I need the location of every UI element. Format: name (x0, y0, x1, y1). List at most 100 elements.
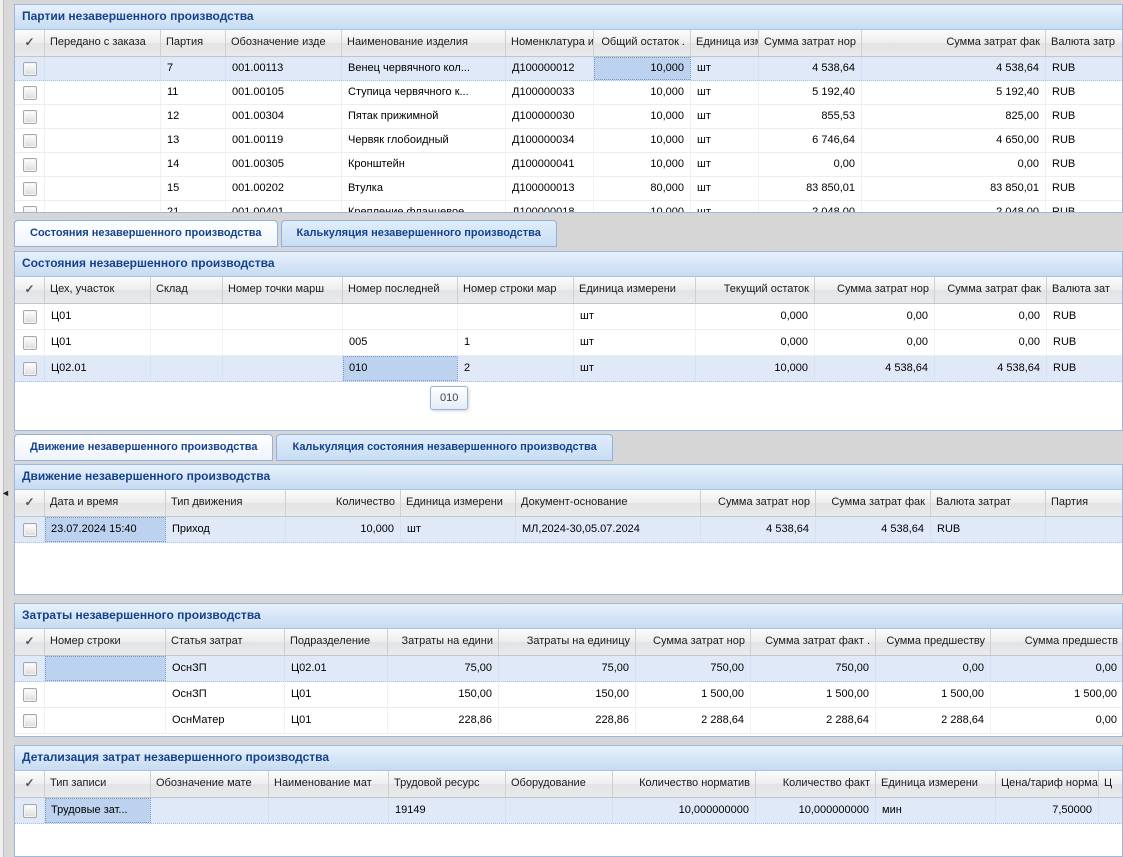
grid-cell[interactable]: RUB (1046, 81, 1122, 104)
select-all-column-header[interactable]: ✓ (15, 277, 45, 303)
grid-cell[interactable] (45, 153, 161, 176)
grid-cell[interactable] (223, 330, 343, 355)
grid-row[interactable]: 23.07.2024 15:40 Приход 10,000 шт МЛ,2024-30… (15, 517, 1122, 543)
column-header[interactable]: Сумма затрат фак (862, 30, 1046, 56)
grid-cell[interactable]: 5 192,40 (862, 81, 1046, 104)
column-header[interactable]: Номер точки марш (223, 277, 343, 303)
column-header[interactable]: Оборудование (506, 771, 613, 797)
grid-cell[interactable]: Ц01 (45, 304, 151, 329)
grid-cell[interactable]: 150,00 (388, 682, 499, 707)
column-header[interactable]: Затраты на едини (388, 629, 499, 655)
grid-cell[interactable]: 001.00305 (226, 153, 342, 176)
grid-cell[interactable]: Д100000041 (506, 153, 594, 176)
column-header[interactable]: Трудовой ресурс (389, 771, 506, 797)
grid-cell[interactable]: 228,86 (499, 708, 636, 733)
left-splitter[interactable]: ◄ (0, 0, 13, 857)
column-header[interactable]: Сумма затрат факт . (751, 629, 876, 655)
grid-cell[interactable]: 0,00 (759, 153, 862, 176)
grid-cell[interactable]: 001.00304 (226, 105, 342, 128)
grid-cell[interactable]: 23.07.2024 15:40 (45, 517, 166, 542)
grid-cell[interactable] (45, 57, 161, 80)
grid-row[interactable]: 12 001.00304 Пятак прижимной Д100000030 10,0… (15, 105, 1122, 129)
grid-cell[interactable]: Ц02.01 (285, 656, 388, 681)
row-checkbox[interactable] (22, 61, 37, 76)
grid-cell[interactable]: RUB (931, 517, 1046, 542)
grid-cell[interactable]: ОснМатер (166, 708, 285, 733)
column-header[interactable]: Количество норматив (613, 771, 756, 797)
grid-row[interactable]: ОснМатер Ц01 228,86 228,86 2 288,64 2 288,64 2… (15, 708, 1122, 734)
grid-cell[interactable] (1046, 517, 1122, 542)
grid-cell[interactable]: 4 650,00 (862, 129, 1046, 152)
grid-cell[interactable]: 4 538,64 (815, 356, 935, 381)
grid-cell[interactable]: 19149 (389, 798, 506, 823)
column-header[interactable]: Обозначение изде (226, 30, 342, 56)
row-checkbox[interactable] (22, 205, 37, 212)
row-checkbox[interactable] (22, 85, 37, 100)
grid-cell[interactable]: 228,86 (388, 708, 499, 733)
column-header[interactable]: Валюта зат (1047, 277, 1122, 303)
grid-cell[interactable]: 21 (161, 201, 226, 212)
column-header[interactable]: Дата и время (45, 490, 166, 516)
column-header[interactable]: Цена/тариф норма (996, 771, 1099, 797)
column-header[interactable]: Обозначение мате (151, 771, 269, 797)
grid-cell[interactable]: 1 500,00 (876, 682, 991, 707)
grid-cell[interactable]: шт (691, 201, 759, 212)
grid-cell[interactable]: шт (574, 304, 696, 329)
row-checkbox[interactable] (22, 309, 37, 324)
grid-cell[interactable]: RUB (1047, 356, 1122, 381)
grid-cell[interactable]: 10,000 (696, 356, 815, 381)
row-checkbox[interactable] (22, 181, 37, 196)
grid-row[interactable]: 11 001.00105 Ступица червячного к... Д10000… (15, 81, 1122, 105)
grid-row[interactable]: 15 001.00202 Втулка Д100000013 80,000 шт 83 85… (15, 177, 1122, 201)
grid-row[interactable]: 21 001.00401 Крепление фланцевое Д100000018… (15, 201, 1122, 212)
grid-cell[interactable]: 825,00 (862, 105, 1046, 128)
grid-cell[interactable]: Ц02.01 (45, 356, 151, 381)
grid-row[interactable]: 7 001.00113 Венец червячного кол... Д100000… (15, 57, 1122, 81)
grid-cell[interactable]: 0,00 (815, 330, 935, 355)
grid-cell[interactable]: Ц01 (285, 682, 388, 707)
column-header[interactable]: Наименование мат (269, 771, 389, 797)
column-header[interactable]: Склад (151, 277, 223, 303)
grid-cell[interactable]: 4 538,64 (935, 356, 1047, 381)
grid-cell[interactable]: 12 (161, 105, 226, 128)
grid-cell[interactable]: 75,00 (388, 656, 499, 681)
grid-cell[interactable]: Ц01 (45, 330, 151, 355)
grid-cell[interactable]: RUB (1046, 177, 1122, 200)
grid-cell[interactable]: 5 192,40 (759, 81, 862, 104)
column-header[interactable]: Количество факт (756, 771, 876, 797)
grid-cell[interactable]: 001.00119 (226, 129, 342, 152)
grid-cell[interactable]: 10,000 (594, 129, 691, 152)
grid-cell[interactable]: 80,000 (594, 177, 691, 200)
column-header[interactable]: Номер строки (45, 629, 166, 655)
grid-cell[interactable]: Д100000034 (506, 129, 594, 152)
grid-row[interactable]: Ц01 шт 0,000 0,00 0,00 RUB (15, 304, 1122, 330)
grid-row[interactable]: ОснЗП Ц02.01 75,00 75,00 750,00 750,00 0,00 0,0… (15, 656, 1122, 682)
grid-cell[interactable]: 1 (458, 330, 574, 355)
grid-cell[interactable]: МЛ,2024-30,05.07.2024 (516, 517, 701, 542)
grid-cell[interactable]: 14 (161, 153, 226, 176)
column-header[interactable]: Цех, участок (45, 277, 151, 303)
grid-cell[interactable]: 10,000 (594, 57, 691, 80)
grid-row[interactable]: ОснЗП Ц01 150,00 150,00 1 500,00 1 500,00 1 50… (15, 682, 1122, 708)
grid-cell[interactable]: 10,000 (594, 201, 691, 212)
grid-cell[interactable]: 0,00 (991, 708, 1122, 733)
grid-cell[interactable]: 13 (161, 129, 226, 152)
grid-cell[interactable]: 0,00 (935, 304, 1047, 329)
grid-cell[interactable]: 0,000 (696, 304, 815, 329)
grid-cell[interactable]: 2 048,00 (759, 201, 862, 212)
grid-cell[interactable]: 4 538,64 (701, 517, 816, 542)
grid-cell[interactable] (458, 304, 574, 329)
grid-cell[interactable]: 010 (343, 356, 458, 381)
tab-wip-state-calculation[interactable]: Калькуляция состояния незавершенного про… (276, 434, 613, 461)
column-header[interactable]: Сумма затрат нор (815, 277, 935, 303)
grid-cell[interactable]: мин (876, 798, 996, 823)
column-header[interactable]: Партия (1046, 490, 1122, 516)
grid-cell[interactable]: 4 538,64 (816, 517, 931, 542)
grid-cell[interactable]: 0,00 (935, 330, 1047, 355)
grid-cell[interactable]: 855,53 (759, 105, 862, 128)
grid-cell[interactable]: 4 538,64 (759, 57, 862, 80)
grid-cell[interactable]: 0,00 (815, 304, 935, 329)
grid-cell[interactable]: 750,00 (636, 656, 751, 681)
grid-cell[interactable]: 2 288,64 (636, 708, 751, 733)
grid-cell[interactable] (269, 798, 389, 823)
